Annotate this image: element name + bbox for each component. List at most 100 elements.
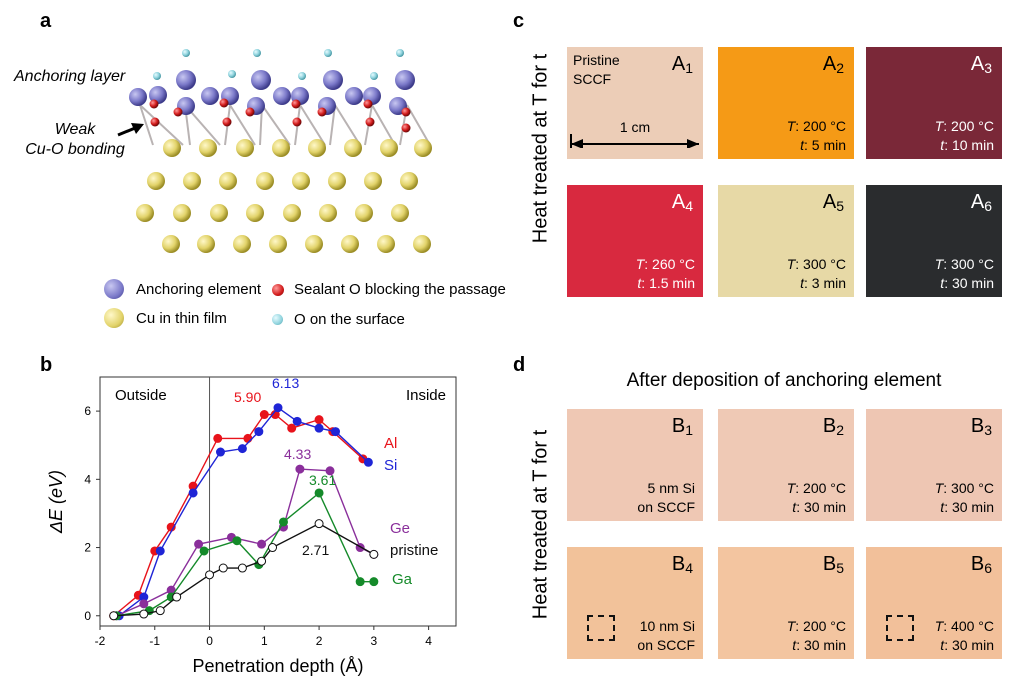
data-point-Ga bbox=[314, 488, 324, 498]
data-point-pristine bbox=[218, 563, 228, 573]
y-tick-label: 6 bbox=[84, 404, 91, 418]
variable-value: : 260 °C bbox=[644, 256, 695, 272]
tile-temperature: T: 300 °C bbox=[935, 479, 994, 498]
sealant-o-atom bbox=[149, 99, 159, 109]
anchoring-atom bbox=[149, 86, 167, 104]
tile-tag-index: 5 bbox=[836, 560, 844, 576]
cu-atom bbox=[183, 172, 201, 190]
variable-value: : 30 min bbox=[944, 499, 994, 515]
legend-cu-film-label: Cu in thin film bbox=[136, 309, 227, 327]
variable-symbol: t bbox=[792, 499, 797, 515]
y-tick-label: 2 bbox=[84, 541, 91, 555]
sealant-o-atom bbox=[401, 107, 411, 117]
scale-bar-arrow bbox=[570, 134, 699, 154]
legend-sealant-o-label: Sealant O blocking the passage bbox=[294, 281, 506, 298]
tile-tag: B6 bbox=[971, 553, 992, 576]
data-point-Ge bbox=[139, 599, 149, 609]
data-point-Si bbox=[273, 403, 283, 413]
variable-symbol: t bbox=[800, 137, 804, 153]
x-tick-label: -2 bbox=[95, 634, 106, 648]
data-point-Ge bbox=[295, 464, 305, 474]
panel-letter-a: a bbox=[40, 10, 52, 32]
sample-tile-B1: B1 5 nm Si on SCCF bbox=[567, 409, 703, 521]
tile-tag-letter: A bbox=[822, 53, 837, 75]
panel-c-ylabel: Heat treated at T for t bbox=[530, 54, 553, 244]
tile-conditions: T: 300 °C t: 3 min bbox=[787, 255, 846, 293]
tile-tag-index: 2 bbox=[836, 60, 844, 76]
data-point-Si bbox=[331, 427, 341, 437]
tile-caption: 5 nm Si on SCCF bbox=[637, 479, 695, 517]
tile-tag-index: 2 bbox=[836, 422, 844, 438]
data-point-Al bbox=[243, 433, 253, 443]
surface-o-atom bbox=[153, 72, 161, 80]
y-tick-label: 4 bbox=[84, 472, 91, 486]
sample-tile-B6: B6 T: 400 °C t: 30 min bbox=[866, 547, 1002, 659]
sample-tile-B3: B3 T: 300 °C t: 30 min bbox=[866, 409, 1002, 521]
data-point-pristine bbox=[155, 606, 165, 616]
data-point-Ga bbox=[199, 546, 209, 556]
cu-atom bbox=[292, 172, 310, 190]
data-point-Si bbox=[363, 457, 373, 467]
data-point-pristine bbox=[314, 519, 324, 529]
cu-atom bbox=[391, 204, 409, 222]
surface-o-atom bbox=[396, 49, 404, 57]
sample-tile-B5: B5 T: 200 °C t: 30 min bbox=[718, 547, 854, 659]
tile-temperature: T: 260 °C bbox=[636, 255, 695, 274]
anchoring-atom bbox=[395, 70, 415, 90]
legend-cu-film: Cu in thin film bbox=[104, 308, 227, 328]
x-tick-label: 1 bbox=[261, 634, 268, 648]
series-label-Ga: Ga bbox=[392, 571, 413, 588]
anchoring-layer-label: Anchoring layer bbox=[14, 68, 126, 85]
variable-symbol: T bbox=[934, 480, 944, 496]
sealant-o-atom bbox=[401, 123, 411, 133]
cu-atom bbox=[136, 204, 154, 222]
sealant-o-atom bbox=[365, 117, 375, 127]
x-tick-label: -1 bbox=[149, 634, 160, 648]
cu-atom bbox=[400, 172, 418, 190]
variable-value: : 200 °C bbox=[943, 118, 994, 134]
energy-chart: -2 -1 0 1 2 3 4 0 2 4 6 Penetration depth (Å) ΔE (eV… bbox=[46, 375, 457, 676]
sealant-o-atom bbox=[219, 98, 229, 108]
peak-annotation: 5.90 bbox=[234, 389, 261, 405]
x-tick-label: 4 bbox=[425, 634, 432, 648]
tile-temperature: T: 300 °C bbox=[787, 255, 846, 274]
sealant-o-atom bbox=[291, 99, 301, 109]
cu-atom bbox=[162, 235, 180, 253]
tile-time: t: 10 min bbox=[935, 136, 994, 155]
tile-tag-letter: B bbox=[822, 553, 837, 575]
tile-tag-letter: B bbox=[671, 553, 686, 575]
tile-tag: B5 bbox=[823, 553, 844, 576]
anchoring-element-icon bbox=[104, 279, 124, 299]
tile-tag-letter: A bbox=[970, 53, 985, 75]
sealant-o-atom bbox=[150, 117, 160, 127]
data-point-pristine bbox=[172, 592, 182, 602]
tile-tag-letter: B bbox=[970, 415, 985, 437]
tile-conditions: T: 400 °C t: 30 min bbox=[935, 617, 994, 655]
panel-letter-b: b bbox=[40, 354, 53, 376]
variable-value: : 30 min bbox=[796, 499, 846, 515]
panel-d-title: After deposition of anchoring element bbox=[626, 370, 942, 391]
data-point-Ga bbox=[278, 517, 288, 527]
anchoring-atom bbox=[176, 70, 196, 90]
tile-caption-line1: 5 nm Si bbox=[647, 480, 695, 496]
tile-time: t: 30 min bbox=[935, 636, 994, 655]
tile-tag-index: 6 bbox=[984, 198, 992, 214]
tile-time: t: 1.5 min bbox=[636, 274, 695, 293]
variable-symbol: T bbox=[934, 618, 944, 634]
anchoring-atom bbox=[345, 87, 363, 105]
tile-tag-letter: B bbox=[822, 415, 837, 437]
tile-tag: A2 bbox=[823, 53, 844, 76]
surface-o-atom bbox=[228, 70, 236, 78]
data-point-pristine bbox=[237, 563, 247, 573]
series-label-Al: Al bbox=[384, 435, 397, 452]
tile-caption-line1: 10 nm Si bbox=[639, 618, 695, 634]
panel-letter-c: c bbox=[513, 10, 525, 32]
sealant-o-atom bbox=[245, 107, 255, 117]
cu-atom bbox=[233, 235, 251, 253]
sample-tile-B4: B4 10 nm Si on SCCF bbox=[567, 547, 703, 659]
data-point-Si bbox=[155, 546, 165, 556]
peak-annotation: 6.13 bbox=[272, 375, 299, 391]
cu-atom bbox=[413, 235, 431, 253]
cu-atom bbox=[197, 235, 215, 253]
tile-tag: B2 bbox=[823, 415, 844, 438]
